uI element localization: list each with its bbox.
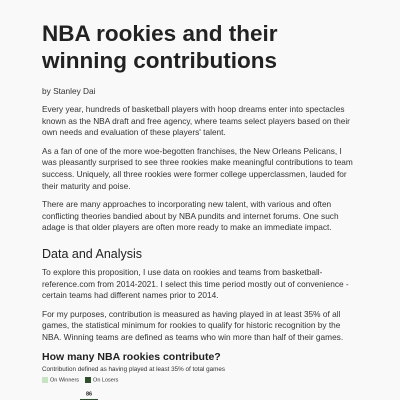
legend-label: On Losers xyxy=(93,376,119,383)
legend-item: On Winners xyxy=(42,376,80,383)
chart-title: How many NBA rookies contribute? xyxy=(42,350,221,363)
section-heading: Data and Analysis xyxy=(42,246,143,261)
value-label: 86 xyxy=(86,391,92,397)
paragraph: For my purposes, contribution is measure… xyxy=(42,308,344,342)
legend-swatch xyxy=(85,376,92,383)
chart-subtitle: Contribution defined as having played at… xyxy=(42,365,226,373)
legend-swatch xyxy=(42,376,48,383)
article: NBA rookies and their winning contributi… xyxy=(42,20,358,400)
article-title: NBA rookies and their winning contributi… xyxy=(42,21,278,73)
paragraph: To explore this proposition, I use data … xyxy=(42,266,349,301)
bar xyxy=(80,398,98,400)
paragraph: As a fan of one of the more woe-begotten… xyxy=(42,145,353,191)
byline: by Stanley Dai xyxy=(42,86,96,96)
chart: 02040608086626460 xyxy=(80,391,98,400)
paragraph: Every year, hundreds of basketball playe… xyxy=(42,104,350,138)
legend-item: On Losers xyxy=(85,376,119,383)
paragraph: There are many approaches to incorporati… xyxy=(42,199,339,233)
legend-label: On Winners xyxy=(50,376,80,383)
legend: On Winners On Losers xyxy=(42,376,358,383)
